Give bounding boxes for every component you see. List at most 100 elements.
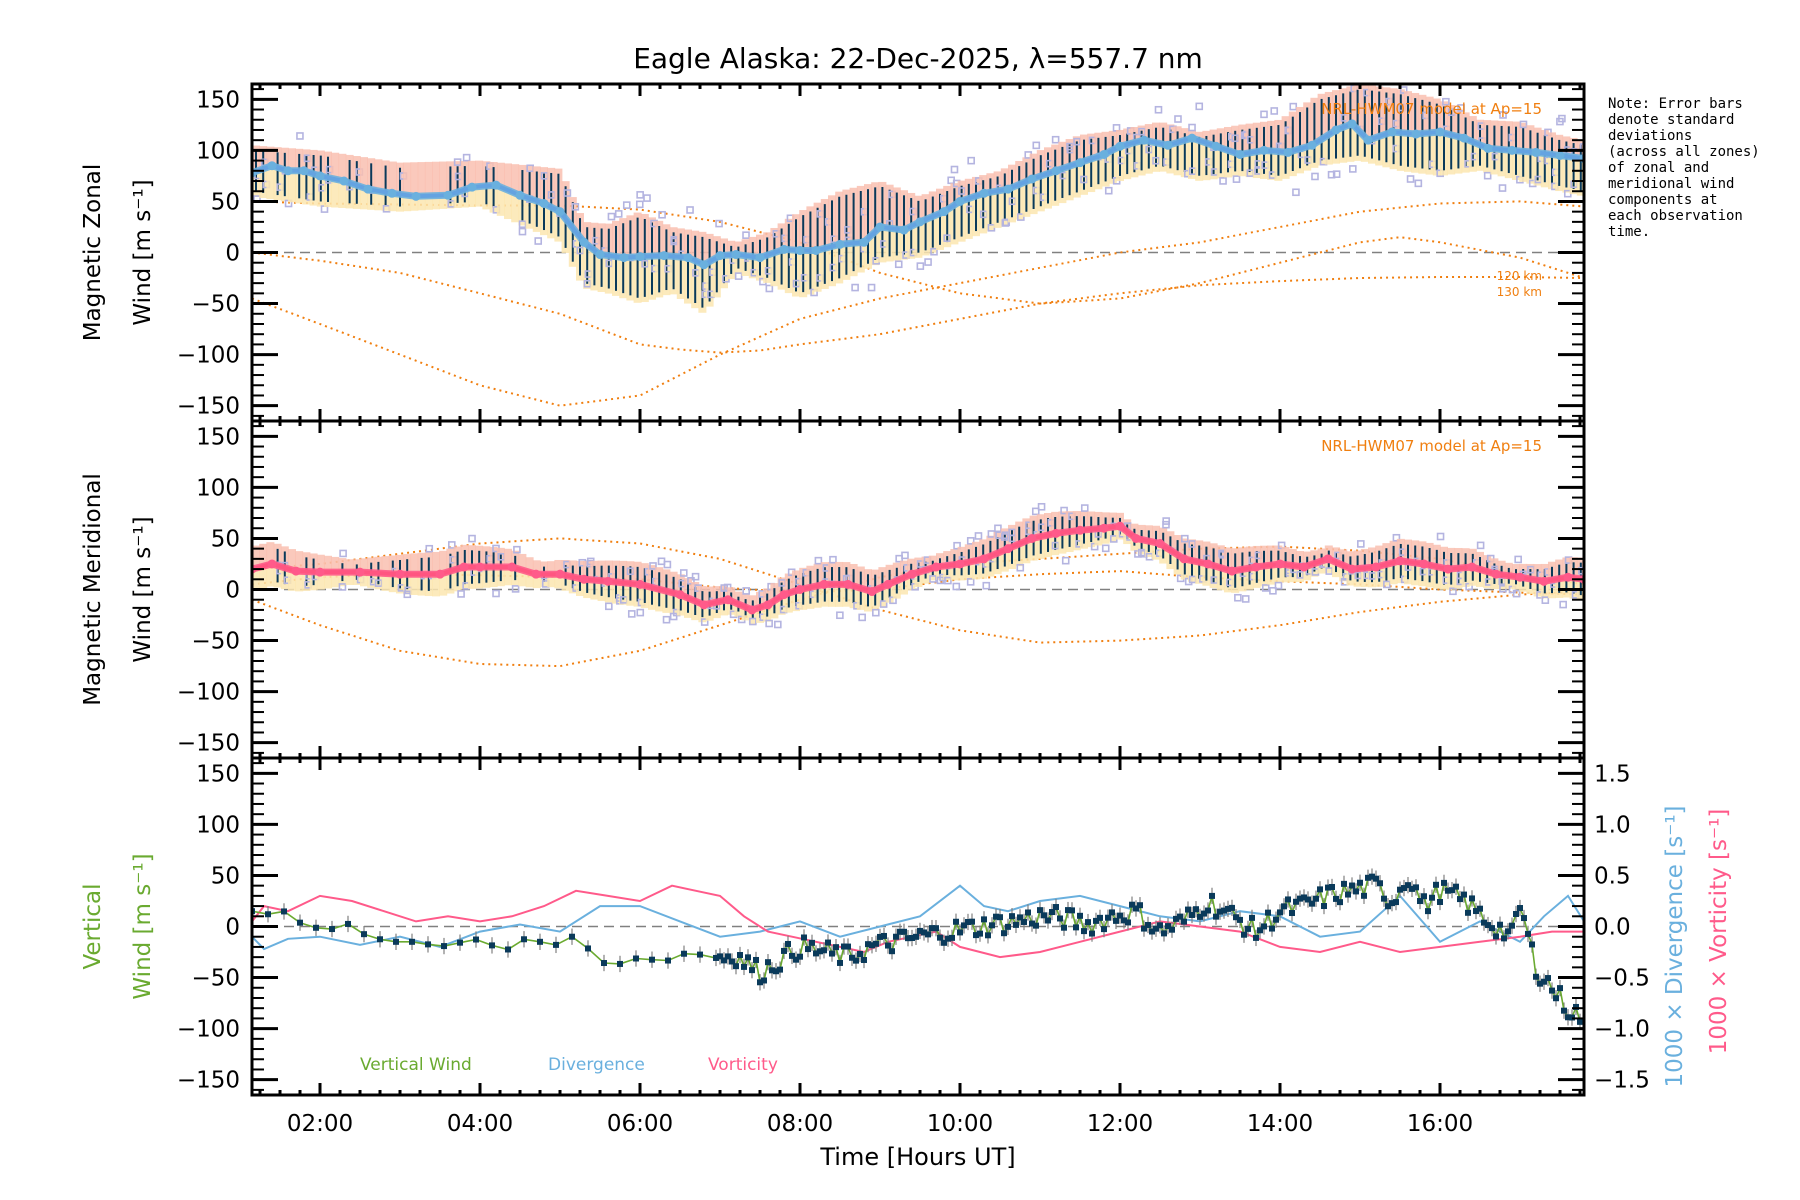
error-band	[360, 187, 368, 210]
zone-wind-point	[836, 611, 844, 620]
vertical-wind-point	[265, 911, 271, 918]
model-altitude-label: 120 km	[1497, 269, 1542, 283]
zone-wind-point	[1349, 165, 1357, 173]
panel-zonal: NRL-HWM07 model at Ap=15 120 km 130 km 150 1…	[80, 82, 1586, 423]
zonal-wind-point	[491, 180, 501, 190]
error-band	[424, 195, 433, 210]
error-band	[360, 558, 368, 573]
panel-meridional: NRL-HWM07 model at Ap=15 150 100 50 0 −50 −100…	[80, 419, 1586, 760]
zone-wind-point	[700, 618, 709, 626]
meridional-wind-point	[267, 559, 277, 569]
error-band	[547, 574, 556, 588]
zone-wind-point	[511, 585, 520, 593]
zonal-wind-point	[875, 222, 885, 232]
vertical-wind-point	[1117, 912, 1123, 919]
zone-wind-point	[518, 220, 527, 229]
vertical-wind-point	[1169, 926, 1175, 933]
zone-wind-point	[1152, 156, 1160, 165]
meridional-wind-point	[843, 579, 853, 589]
error-band	[316, 554, 325, 573]
zonal-wind-point	[1211, 141, 1221, 151]
vertical-wind-point	[1125, 919, 1131, 926]
vertical-wind-point	[785, 940, 791, 947]
zonal-wind-point	[1075, 158, 1085, 168]
vertical-wind-point	[937, 934, 943, 941]
vertical-wind-point	[1257, 927, 1263, 934]
error-band	[511, 164, 520, 194]
y-tick-label: 100	[196, 475, 240, 501]
zone-wind-point	[1289, 102, 1298, 111]
meridional-wind-point	[1515, 572, 1525, 582]
vertical-wind-point	[1349, 882, 1355, 889]
meridional-wind-point	[747, 605, 757, 615]
y-tick-label: −50	[191, 629, 240, 655]
zonal-wind-point	[579, 237, 589, 247]
zone-wind-point	[749, 617, 757, 626]
hwm-model-line	[252, 200, 1584, 407]
zonal-wind-point	[1027, 174, 1037, 184]
error-band	[288, 569, 296, 591]
x-tick-label: 10:00	[927, 1111, 993, 1137]
vertical-wind-point	[1481, 919, 1487, 926]
vertical-wind-point	[649, 956, 655, 963]
vertical-wind-point	[1489, 925, 1495, 932]
vertical-wind-point	[1417, 898, 1423, 905]
zonal-wind-point	[555, 207, 565, 217]
meridional-wind-point	[315, 567, 325, 577]
error-band	[424, 161, 433, 196]
vertical-wind-point	[969, 918, 975, 925]
vertical-wind-point	[473, 936, 479, 943]
meridional-wind-point	[1563, 572, 1573, 582]
vertical-wind-point	[777, 966, 783, 973]
error-band	[316, 572, 325, 590]
meridional-wind-point	[1099, 523, 1109, 533]
zone-wind-point	[742, 587, 751, 595]
zonal-wind-point	[979, 188, 989, 198]
error-band	[525, 572, 534, 588]
vertical-wind-point	[1485, 922, 1491, 929]
zone-wind-point	[1188, 123, 1196, 132]
vertical-wind-point	[1189, 911, 1195, 918]
meridional-wind-point	[1003, 544, 1013, 554]
zone-wind-point	[872, 608, 880, 617]
zonal-wind-point	[315, 171, 325, 181]
vertical-wind-point	[841, 943, 847, 950]
error-band	[259, 566, 268, 589]
vertical-wind-point	[1373, 875, 1379, 882]
vertical-wind-point	[1305, 896, 1311, 903]
vertical-wind-point	[985, 932, 991, 939]
vertical-wind-point	[797, 953, 803, 960]
vertical-wind-point	[817, 948, 823, 955]
vertical-wind-point	[1397, 886, 1403, 893]
vertical-wind-point	[1301, 894, 1307, 901]
zone-wind-point	[1578, 566, 1584, 575]
vertical-wind-point	[1193, 906, 1199, 913]
vertical-wind-point	[1085, 919, 1091, 926]
zone-wind-point	[1498, 184, 1507, 192]
zonal-wind-point	[811, 245, 821, 255]
zonal-plot-area	[252, 84, 1584, 407]
meridional-wind-point	[1467, 562, 1477, 572]
legend-item-vertical-wind: Vertical Wind	[360, 1055, 472, 1075]
vertical-wind-point	[1045, 917, 1051, 924]
meridional-wind-point	[355, 567, 365, 577]
zonal-wind-point	[683, 253, 693, 263]
y-tick-label: −100	[177, 680, 240, 706]
vertical-wind-point	[1001, 930, 1007, 937]
meridional-wind-point	[435, 569, 445, 579]
vertical-wind-point	[861, 956, 867, 963]
error-band	[374, 190, 383, 211]
vertical-wind-point	[1161, 930, 1167, 937]
vertical-wind-point	[941, 939, 947, 946]
meridional-wind-point	[1275, 559, 1285, 569]
meridional-wind-point	[1179, 554, 1189, 564]
vertical-wind-point	[737, 952, 743, 959]
meridional-wind-point	[867, 587, 877, 597]
zonal-wind-point	[795, 245, 805, 255]
vertical-wind-point	[805, 946, 811, 953]
zone-wind-point	[1514, 555, 1522, 564]
vertical-wind-point	[773, 968, 779, 975]
vertical-wind-point	[1473, 908, 1479, 915]
vertical-wind-point	[1477, 905, 1483, 912]
vertical-wind-point	[729, 958, 735, 965]
